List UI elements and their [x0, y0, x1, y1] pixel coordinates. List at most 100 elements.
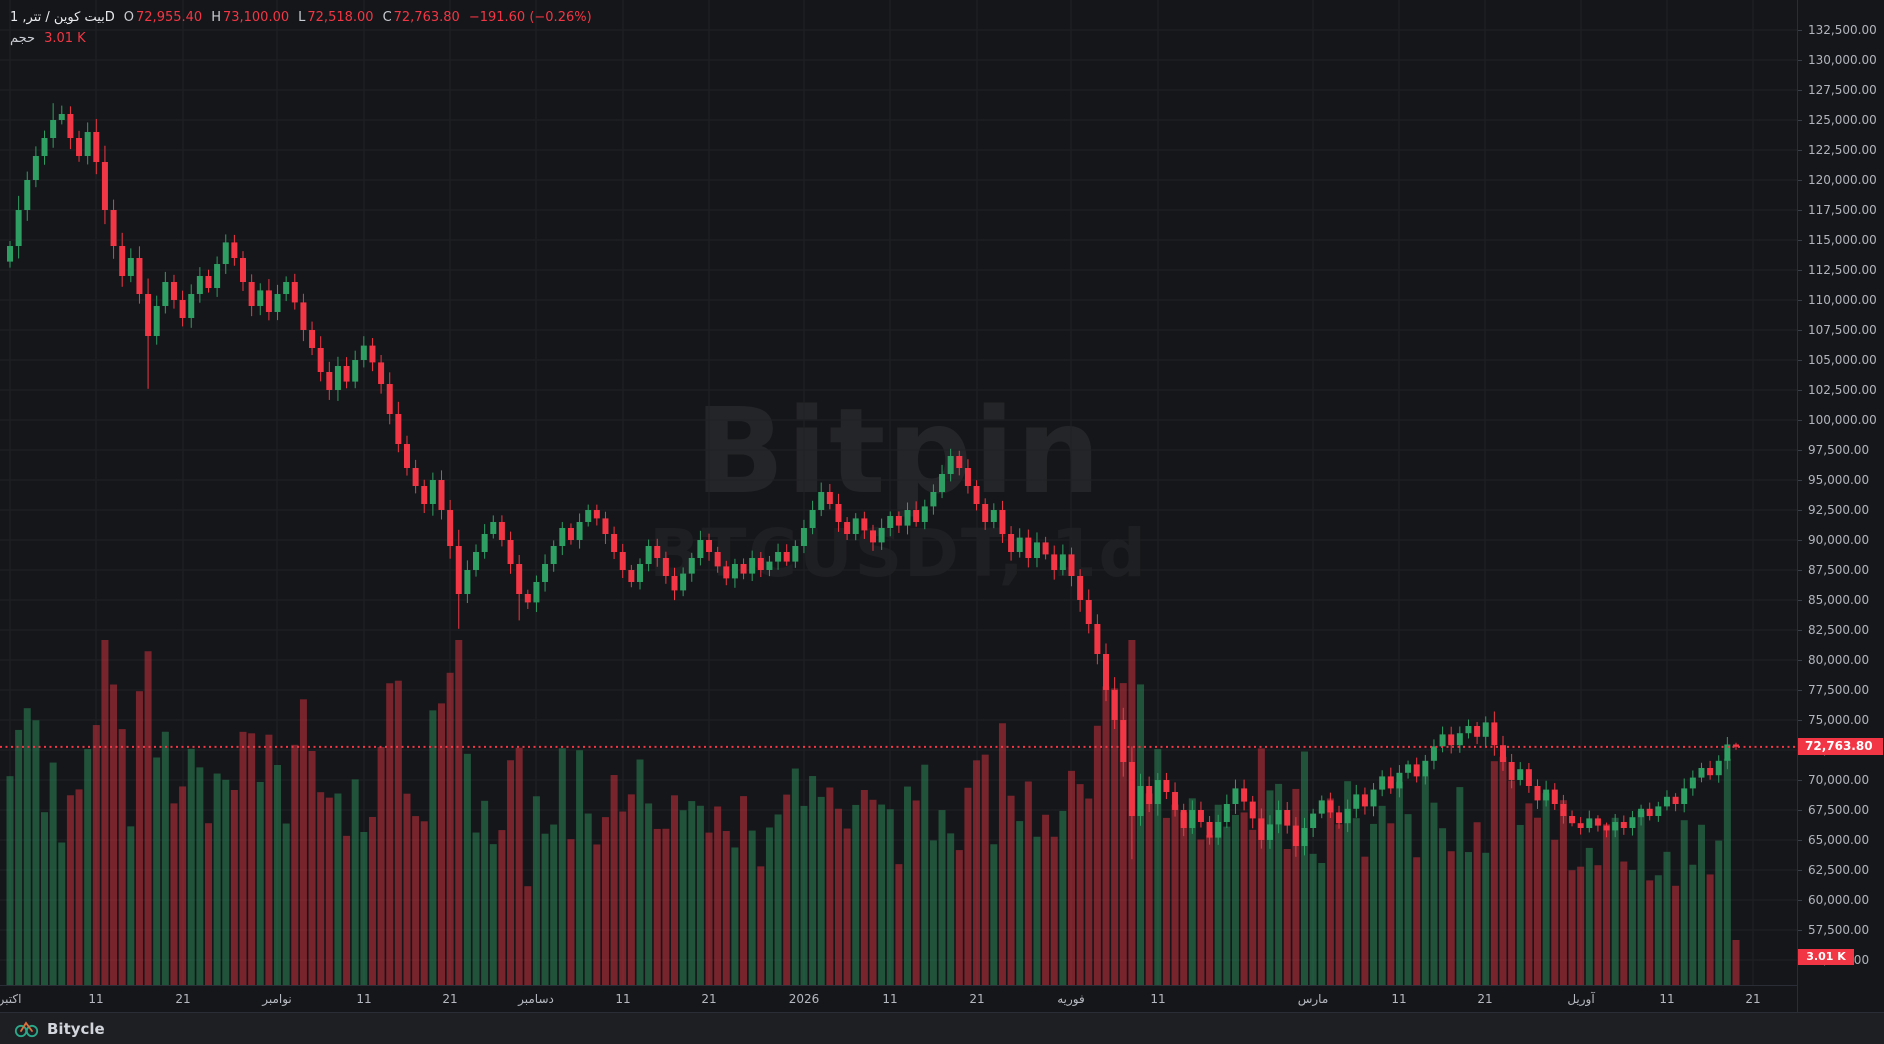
time-axis-label: 21 [442, 992, 458, 1006]
time-axis-label: 21 [969, 992, 985, 1006]
price-axis-tick [1798, 360, 1802, 361]
symbol-title[interactable]: بیت کوین / تتر, 1D [10, 10, 115, 25]
bitycle-logo[interactable]: Bitycle [14, 1020, 105, 1038]
price-axis-label: 65,000.00 [1808, 833, 1870, 847]
price-axis-label: 122,500.00 [1808, 143, 1877, 157]
time-axis-label: 11 [88, 992, 104, 1006]
price-axis-tick [1798, 900, 1802, 901]
time-axis-label: 11 [882, 992, 898, 1006]
price-axis-label: 90,000.00 [1808, 533, 1870, 547]
price-axis-label: 125,000.00 [1808, 113, 1877, 127]
close-value: C 72,763.80 [382, 10, 460, 25]
price-axis-tick [1798, 600, 1802, 601]
price-axis-label: 110,000.00 [1808, 293, 1877, 307]
footer-bar: Bitycle [0, 1012, 1884, 1044]
price-axis-label: 120,000.00 [1808, 173, 1877, 187]
chart-canvas[interactable] [0, 0, 1797, 985]
price-axis-tick [1798, 840, 1802, 841]
brand-name: Bitycle [47, 1019, 105, 1038]
volume-value: 3.01 K [44, 31, 86, 46]
time-axis-label: 11 [356, 992, 372, 1006]
price-axis-tick [1798, 870, 1802, 871]
price-axis-tick [1798, 660, 1802, 661]
high-value: H 73,100.00 [211, 10, 290, 25]
price-axis[interactable]: 132,500.00 130,000.00 127,500.00 125,000.00… [1797, 0, 1884, 1012]
price-axis-label: 57,500.00 [1808, 923, 1870, 937]
time-axis-label: 21 [175, 992, 191, 1006]
price-axis-label: 130,000.00 [1808, 53, 1877, 67]
price-axis-tick [1798, 90, 1802, 91]
price-axis-label: 100,000.00 [1808, 413, 1877, 427]
price-axis-tick [1798, 930, 1802, 931]
price-axis-label: 95,000.00 [1808, 473, 1870, 487]
price-axis-tick [1798, 690, 1802, 691]
price-axis-tick [1798, 810, 1802, 811]
price-axis-tick [1798, 540, 1802, 541]
price-axis-label: 97,500.00 [1808, 443, 1870, 457]
time-axis-label: 11 [1391, 992, 1407, 1006]
price-axis-label: 60,000.00 [1808, 893, 1870, 907]
chart-pane[interactable]: Bitpin BTCUSDT, 1d بیت کوین / تتر, 1D O … [0, 0, 1797, 985]
time-axis-label: 21 [701, 992, 717, 1006]
price-axis-label: 85,000.00 [1808, 593, 1870, 607]
price-axis-label: 92,500.00 [1808, 503, 1870, 517]
time-axis-label: 2026 [788, 992, 820, 1006]
time-axis-label: مارس [1297, 992, 1329, 1006]
time-axis-label: آوریل [1567, 992, 1595, 1006]
price-axis-label: 132,500.00 [1808, 23, 1877, 37]
time-axis-label: دسامبر [518, 992, 554, 1006]
price-axis-label: 112,500.00 [1808, 263, 1877, 277]
price-axis-label: 80,000.00 [1808, 653, 1870, 667]
price-axis-tick [1798, 30, 1802, 31]
time-axis-label: 21 [1745, 992, 1761, 1006]
price-axis-tick [1798, 420, 1802, 421]
price-axis-tick [1798, 510, 1802, 511]
current-price-badge: 72,763.80 [1798, 738, 1883, 756]
legend-volume-row[interactable]: حجم 3.01 K [10, 28, 592, 49]
time-axis-label: 21 [1477, 992, 1493, 1006]
price-axis-tick [1798, 300, 1802, 301]
price-axis-label: 105,000.00 [1808, 353, 1877, 367]
price-axis-tick [1798, 120, 1802, 121]
price-axis-label: 127,500.00 [1808, 83, 1877, 97]
price-axis-label: 102,500.00 [1808, 383, 1877, 397]
time-axis-label: 11 [1659, 992, 1675, 1006]
price-axis-label: 87,500.00 [1808, 563, 1870, 577]
time-axis-label: 11 [1150, 992, 1166, 1006]
time-axis-label: فوریه [1057, 992, 1085, 1006]
price-axis-tick [1798, 480, 1802, 481]
price-axis-label: 107,500.00 [1808, 323, 1877, 337]
symbol-legend[interactable]: بیت کوین / تتر, 1D O 72,955.40 H 73,100.… [10, 7, 592, 49]
price-axis-label: 82,500.00 [1808, 623, 1870, 637]
price-axis-label: 117,500.00 [1808, 203, 1877, 217]
price-axis-label: 75,000.00 [1808, 713, 1870, 727]
time-axis-label: نوامبر [262, 992, 292, 1006]
price-axis-label: 77,500.00 [1808, 683, 1870, 697]
bitycle-icon [14, 1020, 39, 1037]
price-axis-tick [1798, 390, 1802, 391]
price-axis-tick [1798, 210, 1802, 211]
price-axis-label: 62,500.00 [1808, 863, 1870, 877]
volume-label: حجم [10, 31, 36, 46]
price-axis-tick [1798, 180, 1802, 181]
price-axis-tick [1798, 570, 1802, 571]
price-axis-tick [1798, 270, 1802, 271]
price-axis-tick [1798, 60, 1802, 61]
open-value: O 72,955.40 [123, 10, 203, 25]
volume-axis-badge: 3.01 K [1798, 949, 1854, 965]
price-axis-label: 115,000.00 [1808, 233, 1877, 247]
time-axis[interactable]: اکتبر 11 21 نوامبر 11 21 دسامبر 11 21 2026 11 21 فور… [0, 985, 1797, 1012]
price-axis-tick [1798, 630, 1802, 631]
price-axis-tick [1798, 330, 1802, 331]
price-axis-tick [1798, 450, 1802, 451]
low-value: L 72,518.00 [298, 10, 374, 25]
price-axis-label: 67,500.00 [1808, 803, 1870, 817]
time-axis-label: 11 [615, 992, 631, 1006]
time-axis-label: اکتبر [0, 992, 22, 1006]
legend-symbol-row[interactable]: بیت کوین / تتر, 1D O 72,955.40 H 73,100.… [10, 7, 592, 28]
price-axis-tick [1798, 150, 1802, 151]
price-axis-tick [1798, 720, 1802, 721]
price-axis-tick [1798, 780, 1802, 781]
price-axis-tick [1798, 240, 1802, 241]
